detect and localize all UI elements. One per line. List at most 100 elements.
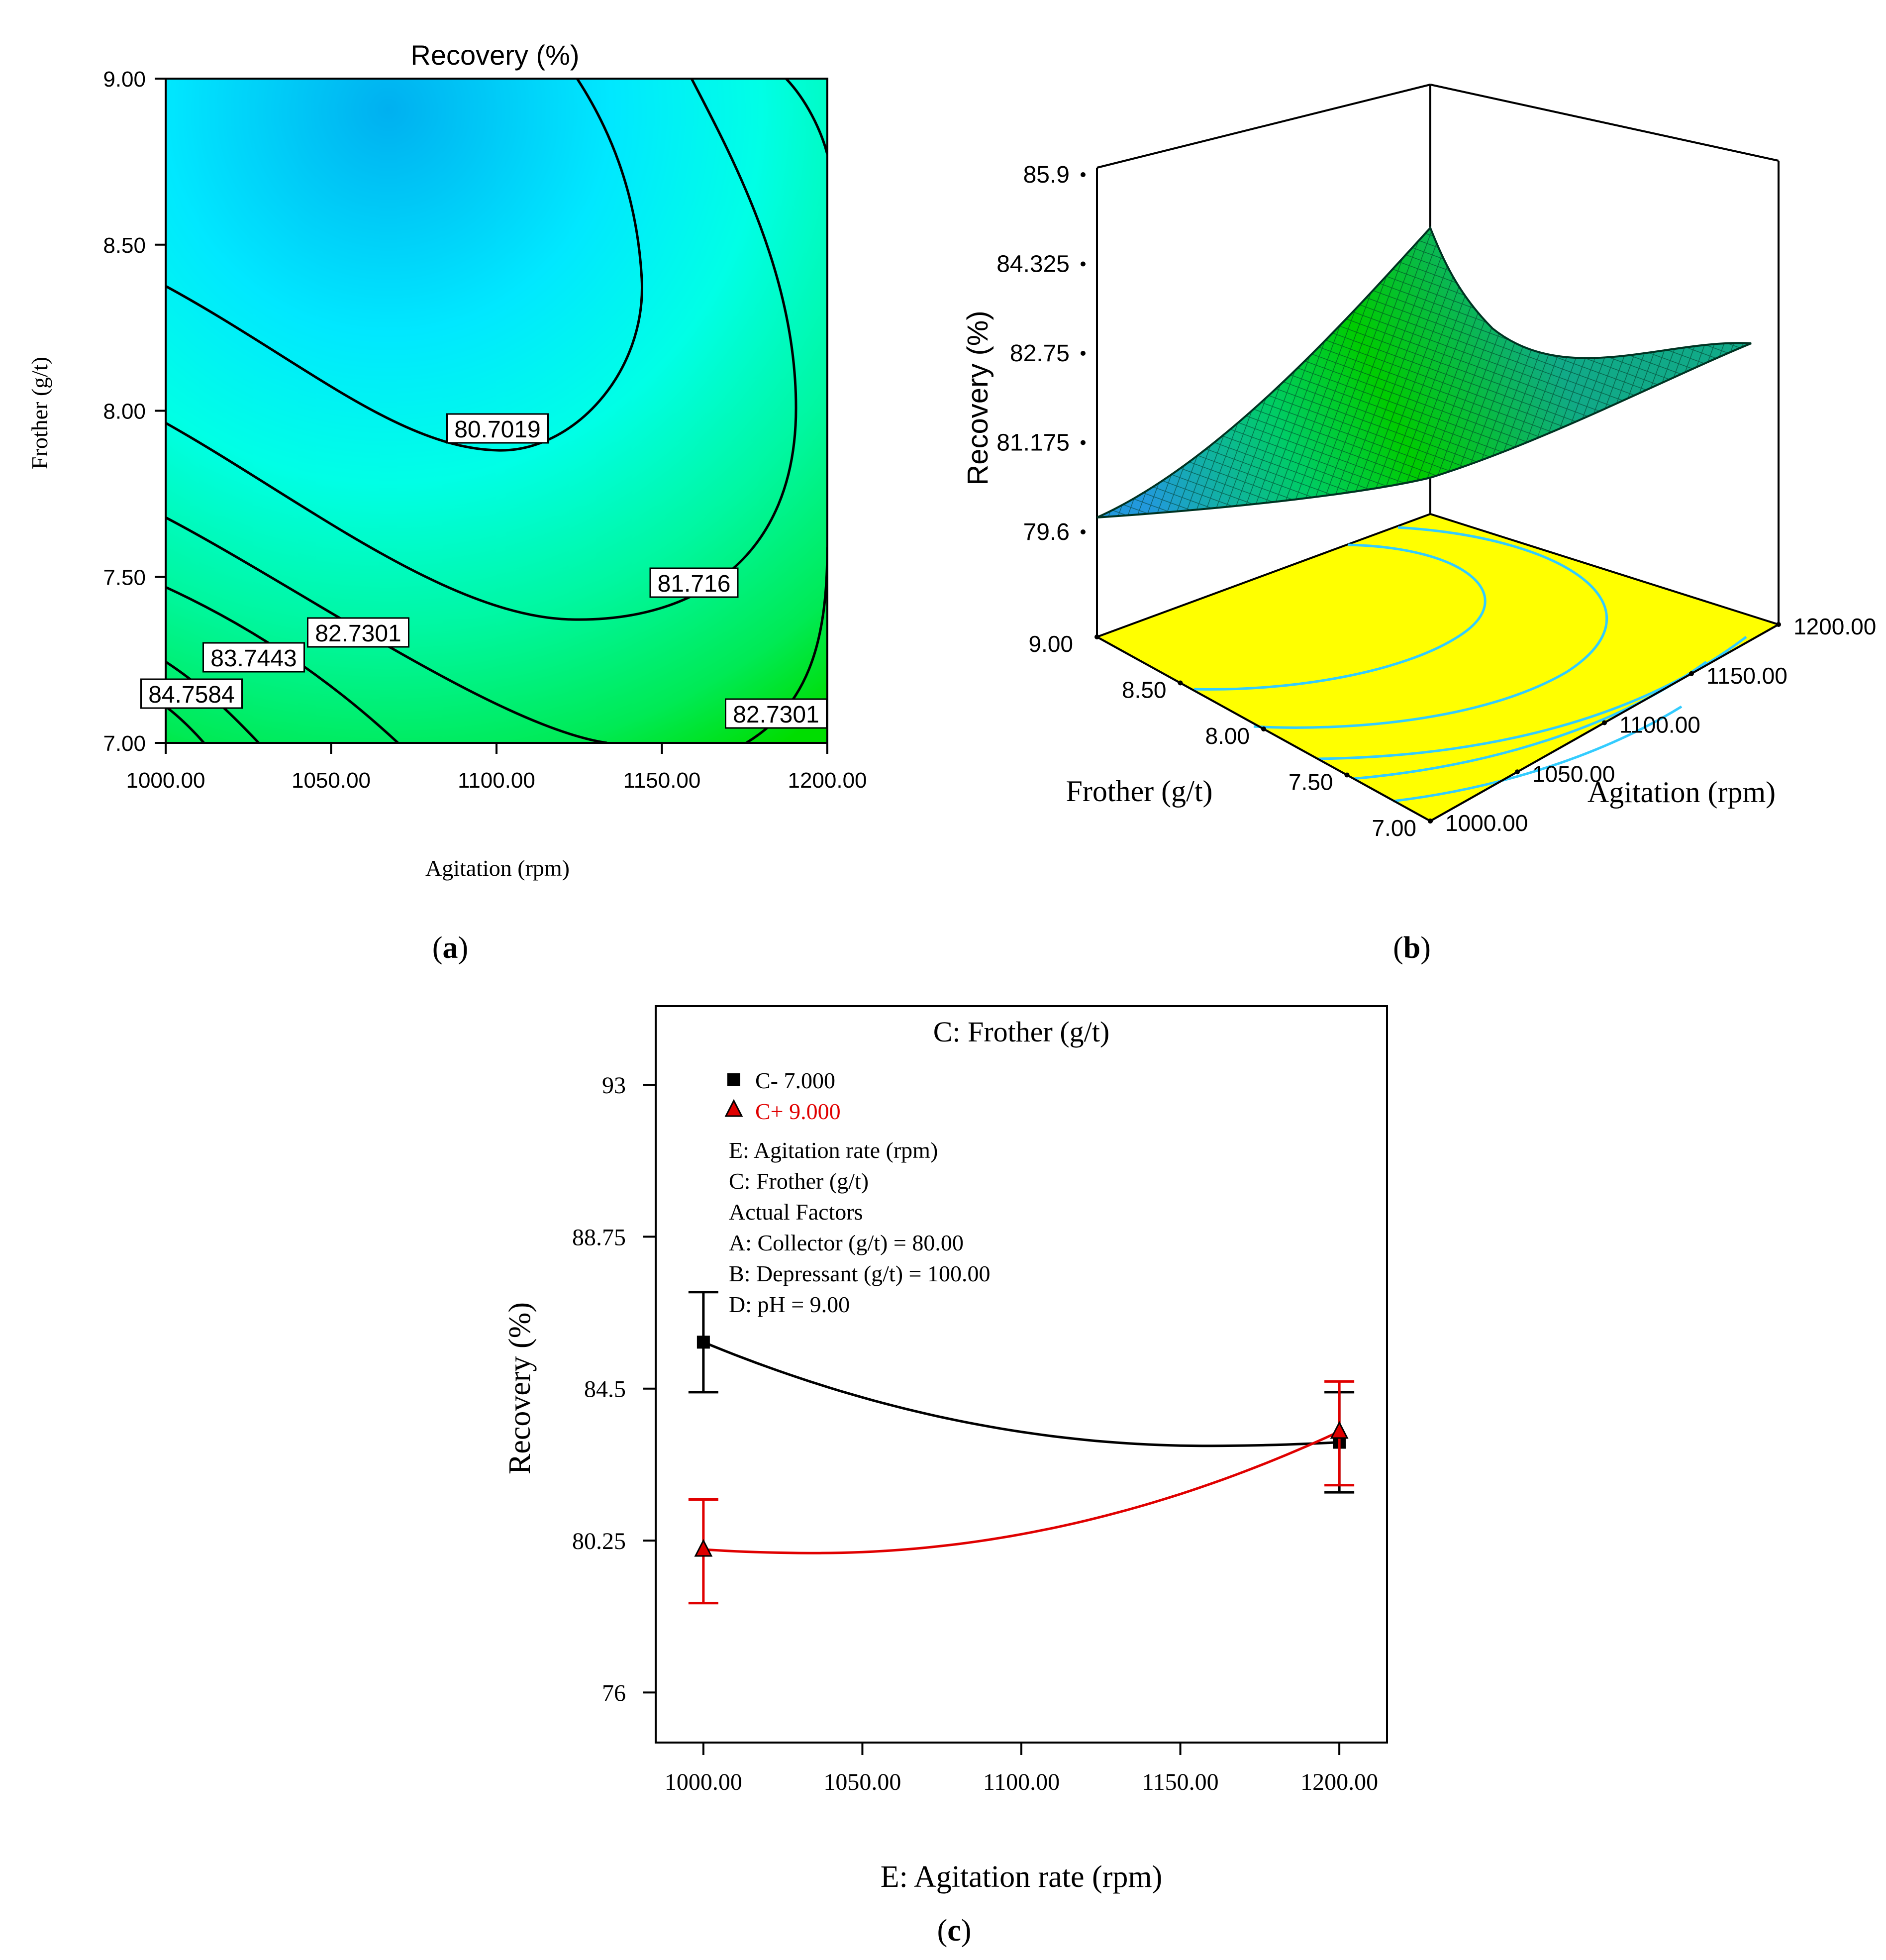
- contour-fill: [166, 79, 827, 743]
- legend-info-line: A: Collector (g/t) = 80.00: [729, 1230, 964, 1255]
- interaction-xtick-label: 1200.00: [1300, 1769, 1378, 1795]
- contour-ylabel: Frother (g/t): [27, 357, 52, 469]
- surface-agitation-tick-mark: [1515, 769, 1520, 775]
- surface-agitation-tick-mark: [1776, 622, 1781, 627]
- legend-info-line: B: Depressant (g/t) = 100.00: [729, 1261, 990, 1286]
- contour-label: 82.7301: [725, 698, 827, 729]
- surface-xlabel: Agitation (rpm): [1588, 776, 1776, 809]
- surface-agitation-tick-mark: [1602, 720, 1607, 725]
- caption-b-letter: b: [1403, 931, 1420, 965]
- data-point: [696, 1336, 710, 1349]
- contour-plot: Recovery (%) 80.7019 81.716 82.7301 83.7443…: [27, 39, 867, 965]
- surface-ztick-mark: [1081, 172, 1086, 177]
- surface-ztick-label: 79.6: [1023, 519, 1070, 545]
- contour-ytick-label: 8.00: [103, 400, 146, 424]
- surface-agitation-tick-label: 1100.00: [1619, 712, 1700, 738]
- contour-label: 80.7019: [446, 413, 549, 444]
- interaction-xtick-label: 1100.00: [983, 1769, 1060, 1795]
- surface-frother-tick-mark: [1094, 634, 1099, 639]
- contour-xtick-label: 1050.00: [292, 768, 371, 793]
- interaction-title: C: Frother (g/t): [933, 1016, 1109, 1048]
- surface-ztick-label: 82.75: [1010, 340, 1070, 367]
- caption-a-letter: a: [443, 931, 458, 965]
- surface-grid: [1097, 228, 1751, 517]
- interaction-plot: C: Frother (g/t) 76 80.25 84.5 88.75 93 1000…: [503, 1005, 1388, 1948]
- surface-frother-tick-mark: [1178, 680, 1183, 686]
- caption-b: (b): [1393, 931, 1431, 965]
- legend-marker: [727, 1073, 740, 1086]
- svg-text:81.716: 81.716: [658, 571, 731, 597]
- caption-c-letter: c: [947, 1914, 961, 1948]
- legend-info-line: Actual Factors: [729, 1199, 863, 1225]
- legend-marker: [724, 1099, 743, 1117]
- surface-ztick-label: 84.325: [996, 251, 1070, 278]
- surface-ztick-mark: [1081, 351, 1086, 356]
- surface-frother-tick-label: 7.00: [1372, 815, 1416, 841]
- caption-c: (c): [937, 1914, 972, 1948]
- legend-entry: C- 7.000: [755, 1068, 835, 1093]
- series-c-minus: [688, 1291, 1355, 1494]
- surface-frother-tick-label: 7.50: [1289, 769, 1333, 795]
- box-top-right: [1430, 84, 1779, 162]
- surface-agitation-tick-label: 1050.00: [1532, 761, 1615, 787]
- surface-agitation-tick-label: 1200.00: [1793, 614, 1876, 639]
- contour-label: 82.7301: [307, 617, 409, 648]
- contour-xtick-label: 1000.00: [126, 768, 205, 793]
- interaction-ylabel: Recovery (%): [503, 1302, 537, 1474]
- contour-labels: 80.7019 81.716 82.7301 83.7443 84.7584 82.730…: [140, 413, 827, 729]
- surface-z-ticks: 85.9 84.325 82.75 81.175 79.6: [996, 162, 1086, 545]
- interaction-xtick-label: 1150.00: [1142, 1769, 1218, 1795]
- series-curve: [703, 1430, 1340, 1554]
- data-point: [694, 1539, 713, 1557]
- legend-info-line: E: Agitation rate (rpm): [729, 1137, 938, 1163]
- surface-frother-tick-mark: [1261, 726, 1266, 731]
- contour-ytick-label: 7.00: [103, 731, 146, 756]
- contour-y-ticks: 7.00 7.50 8.00 8.50 9.00: [103, 67, 166, 756]
- legend-info-line: D: pH = 9.00: [729, 1292, 850, 1317]
- contour-label: 81.716: [649, 567, 739, 598]
- surface-ztick-label: 85.9: [1023, 162, 1070, 188]
- series-c-plus: [688, 1380, 1355, 1605]
- contour-title: Recovery (%): [410, 39, 579, 71]
- interaction-series: [688, 1291, 1355, 1605]
- interaction-x-ticks: 1000.00 1050.00 1100.00 1150.00 1200.00: [665, 1743, 1378, 1795]
- interaction-ytick-label: 80.25: [572, 1528, 626, 1554]
- contour-label: 84.7584: [140, 678, 243, 709]
- svg-text:84.7584: 84.7584: [148, 682, 235, 708]
- svg-text:80.7019: 80.7019: [454, 416, 541, 443]
- box-top-left: [1096, 84, 1431, 169]
- interaction-xtick-label: 1050.00: [823, 1769, 901, 1795]
- floor-contour-5: [1392, 705, 1683, 803]
- floor-contour-2: [1253, 526, 1608, 729]
- surface-frother-ticks: 9.00 8.50 8.00 7.50 7.00: [1028, 631, 1433, 841]
- interaction-ytick-label: 76: [602, 1680, 626, 1706]
- interaction-xlabel: E: Agitation rate (rpm): [881, 1860, 1162, 1894]
- contour-ytick-label: 8.50: [103, 233, 146, 258]
- interaction-ytick-label: 93: [602, 1072, 626, 1099]
- surface-ztick-label: 81.175: [996, 430, 1070, 456]
- surface-frother-tick-label: 8.50: [1122, 677, 1167, 703]
- svg-text:82.7301: 82.7301: [733, 702, 819, 728]
- surface-ylabel: Frother (g/t): [1066, 775, 1213, 808]
- interaction-xtick-label: 1000.00: [665, 1769, 742, 1795]
- contour-xtick-label: 1100.00: [458, 768, 535, 793]
- contour-line-80-7019: [166, 79, 643, 452]
- surface-frother-tick-mark: [1344, 772, 1350, 778]
- contour-x-ticks: 1000.00 1050.00 1100.00 1150.00 1200.00: [126, 743, 867, 793]
- surface-plot: 85.9 84.325 82.75 81.175 79.6 9.00 8.50 8.00 7.…: [962, 84, 1876, 965]
- surface-ztick-mark: [1081, 440, 1086, 445]
- contour-xtick-label: 1200.00: [788, 768, 867, 793]
- surface-zlabel: Recovery (%): [962, 310, 994, 485]
- contour-ytick-label: 7.50: [103, 565, 146, 590]
- surface-agitation-tick-label: 1150.00: [1706, 663, 1787, 689]
- surface-frother-tick-label: 9.00: [1028, 631, 1073, 657]
- interaction-ytick-label: 84.5: [584, 1376, 626, 1403]
- interaction-legend: C- 7.000 C+ 9.000 E: Agitation rate (rpm) C…: [724, 1068, 990, 1317]
- surface-ztick-mark: [1081, 261, 1086, 267]
- data-point: [1330, 1421, 1349, 1439]
- contour-label: 83.7443: [202, 642, 305, 673]
- surface-frother-tick-label: 8.00: [1205, 723, 1250, 749]
- legend-info-line: C: Frother (g/t): [729, 1168, 869, 1194]
